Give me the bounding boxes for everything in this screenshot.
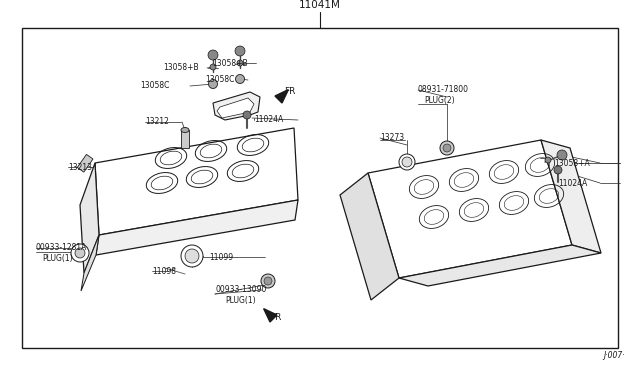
Circle shape <box>243 111 251 119</box>
Circle shape <box>440 141 454 155</box>
Circle shape <box>545 157 551 163</box>
Text: 11024A: 11024A <box>254 115 284 125</box>
Text: 13058+B: 13058+B <box>163 64 198 73</box>
Circle shape <box>557 150 567 160</box>
Text: PLUG(1): PLUG(1) <box>225 296 255 305</box>
Circle shape <box>185 249 199 263</box>
Circle shape <box>235 46 245 56</box>
Circle shape <box>71 244 89 262</box>
Text: J·007·: J·007· <box>604 351 625 360</box>
Bar <box>181 130 189 148</box>
Circle shape <box>209 80 218 89</box>
Polygon shape <box>399 245 601 286</box>
Circle shape <box>443 144 451 152</box>
Text: 13212: 13212 <box>145 118 169 126</box>
Circle shape <box>210 64 216 70</box>
Bar <box>77 154 93 172</box>
Text: 00933-13090: 00933-13090 <box>215 285 266 295</box>
Circle shape <box>261 274 275 288</box>
Text: FR: FR <box>284 87 296 96</box>
Text: 11098: 11098 <box>152 266 176 276</box>
Circle shape <box>75 248 85 258</box>
Polygon shape <box>275 90 289 103</box>
Circle shape <box>399 154 415 170</box>
Polygon shape <box>95 128 298 235</box>
Circle shape <box>237 60 243 66</box>
Polygon shape <box>340 173 399 300</box>
Polygon shape <box>264 309 277 322</box>
Text: PLUG(2): PLUG(2) <box>424 96 454 106</box>
Circle shape <box>554 166 562 174</box>
Circle shape <box>208 50 218 60</box>
Bar <box>22 28 618 348</box>
Circle shape <box>402 157 412 167</box>
Circle shape <box>181 245 203 267</box>
Text: 11099: 11099 <box>209 253 233 262</box>
Polygon shape <box>80 163 99 273</box>
Text: 13058C: 13058C <box>140 81 170 90</box>
Ellipse shape <box>181 128 189 132</box>
Text: PLUG(1): PLUG(1) <box>42 254 72 263</box>
Text: 11041M: 11041M <box>299 0 341 10</box>
Circle shape <box>264 277 272 285</box>
Polygon shape <box>96 200 298 255</box>
Text: 00933-1281A: 00933-1281A <box>36 244 88 253</box>
Polygon shape <box>213 92 260 120</box>
Polygon shape <box>541 140 601 253</box>
Text: FR: FR <box>270 314 282 323</box>
Polygon shape <box>217 98 254 118</box>
Text: 13058+A: 13058+A <box>554 158 589 167</box>
Text: 11024A: 11024A <box>558 179 588 187</box>
Text: 13058+B: 13058+B <box>212 58 248 67</box>
Polygon shape <box>81 235 99 291</box>
Text: 13058C: 13058C <box>205 76 234 84</box>
Text: 08931-71800: 08931-71800 <box>418 86 469 94</box>
Text: 13273: 13273 <box>380 134 404 142</box>
Text: 13213: 13213 <box>68 163 92 171</box>
Polygon shape <box>368 140 572 278</box>
Circle shape <box>236 74 244 83</box>
